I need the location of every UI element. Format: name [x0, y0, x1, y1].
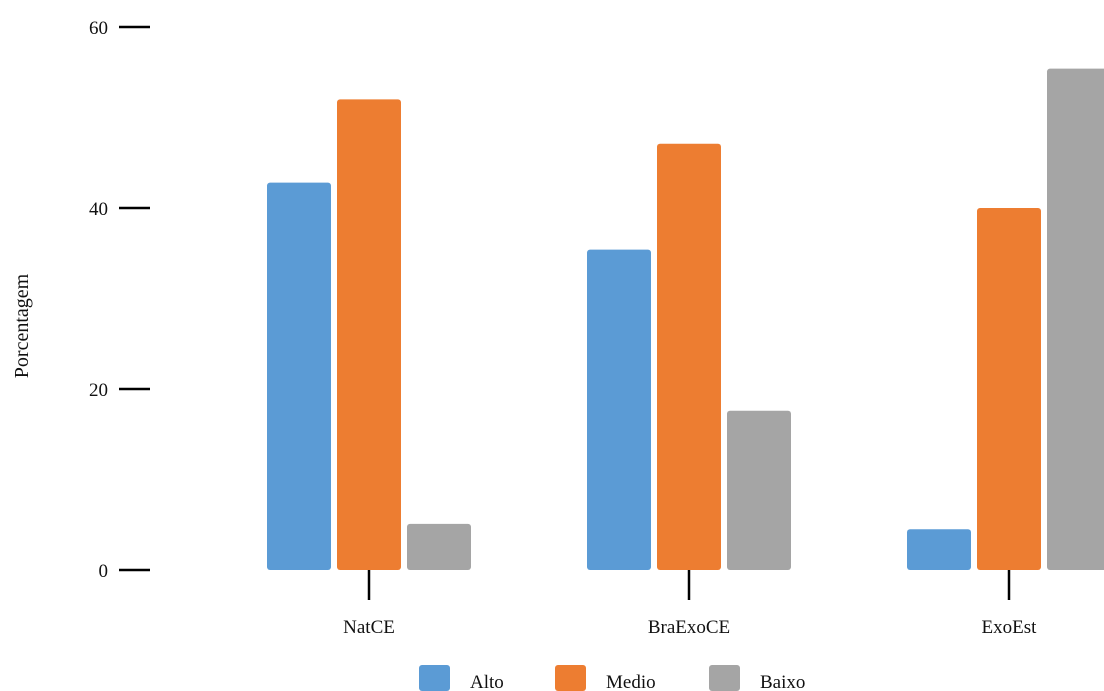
bar-baixo-braexoce [727, 410, 791, 570]
legend-swatch-medio [555, 665, 586, 691]
bar-baixo-exoest [1047, 68, 1104, 570]
bar-alto-exoest [907, 529, 971, 570]
legend: Alto Medio Baixo [419, 665, 805, 691]
bar-alto-braexoce [587, 249, 651, 570]
bar-medio-exoest [977, 208, 1041, 570]
y-tick-label: 60 [89, 18, 108, 39]
x-tick-label: BraExoCE [648, 617, 730, 638]
y-tick-label: 20 [89, 380, 108, 401]
y-tick-label: 40 [89, 199, 108, 220]
bar-medio-natce [337, 99, 401, 571]
y-axis: 0 20 40 60 [89, 18, 150, 582]
y-tick-label: 0 [99, 561, 109, 582]
x-tick-label: NatCE [343, 617, 395, 638]
x-axis: NatCE BraExoCE ExoEst [343, 570, 1037, 638]
legend-label-medio: Medio [606, 672, 656, 691]
legend-swatch-alto [419, 665, 450, 691]
bar-alto-natce [267, 182, 331, 570]
legend-label-baixo: Baixo [760, 672, 805, 691]
legend-swatch-baixo [709, 665, 740, 691]
legend-label-alto: Alto [470, 672, 504, 691]
x-tick-label: ExoEst [982, 617, 1038, 638]
bars [267, 68, 1104, 571]
bar-medio-braexoce [657, 143, 721, 570]
y-axis-title: Porcentagem [11, 273, 33, 378]
bar-baixo-natce [407, 523, 471, 570]
